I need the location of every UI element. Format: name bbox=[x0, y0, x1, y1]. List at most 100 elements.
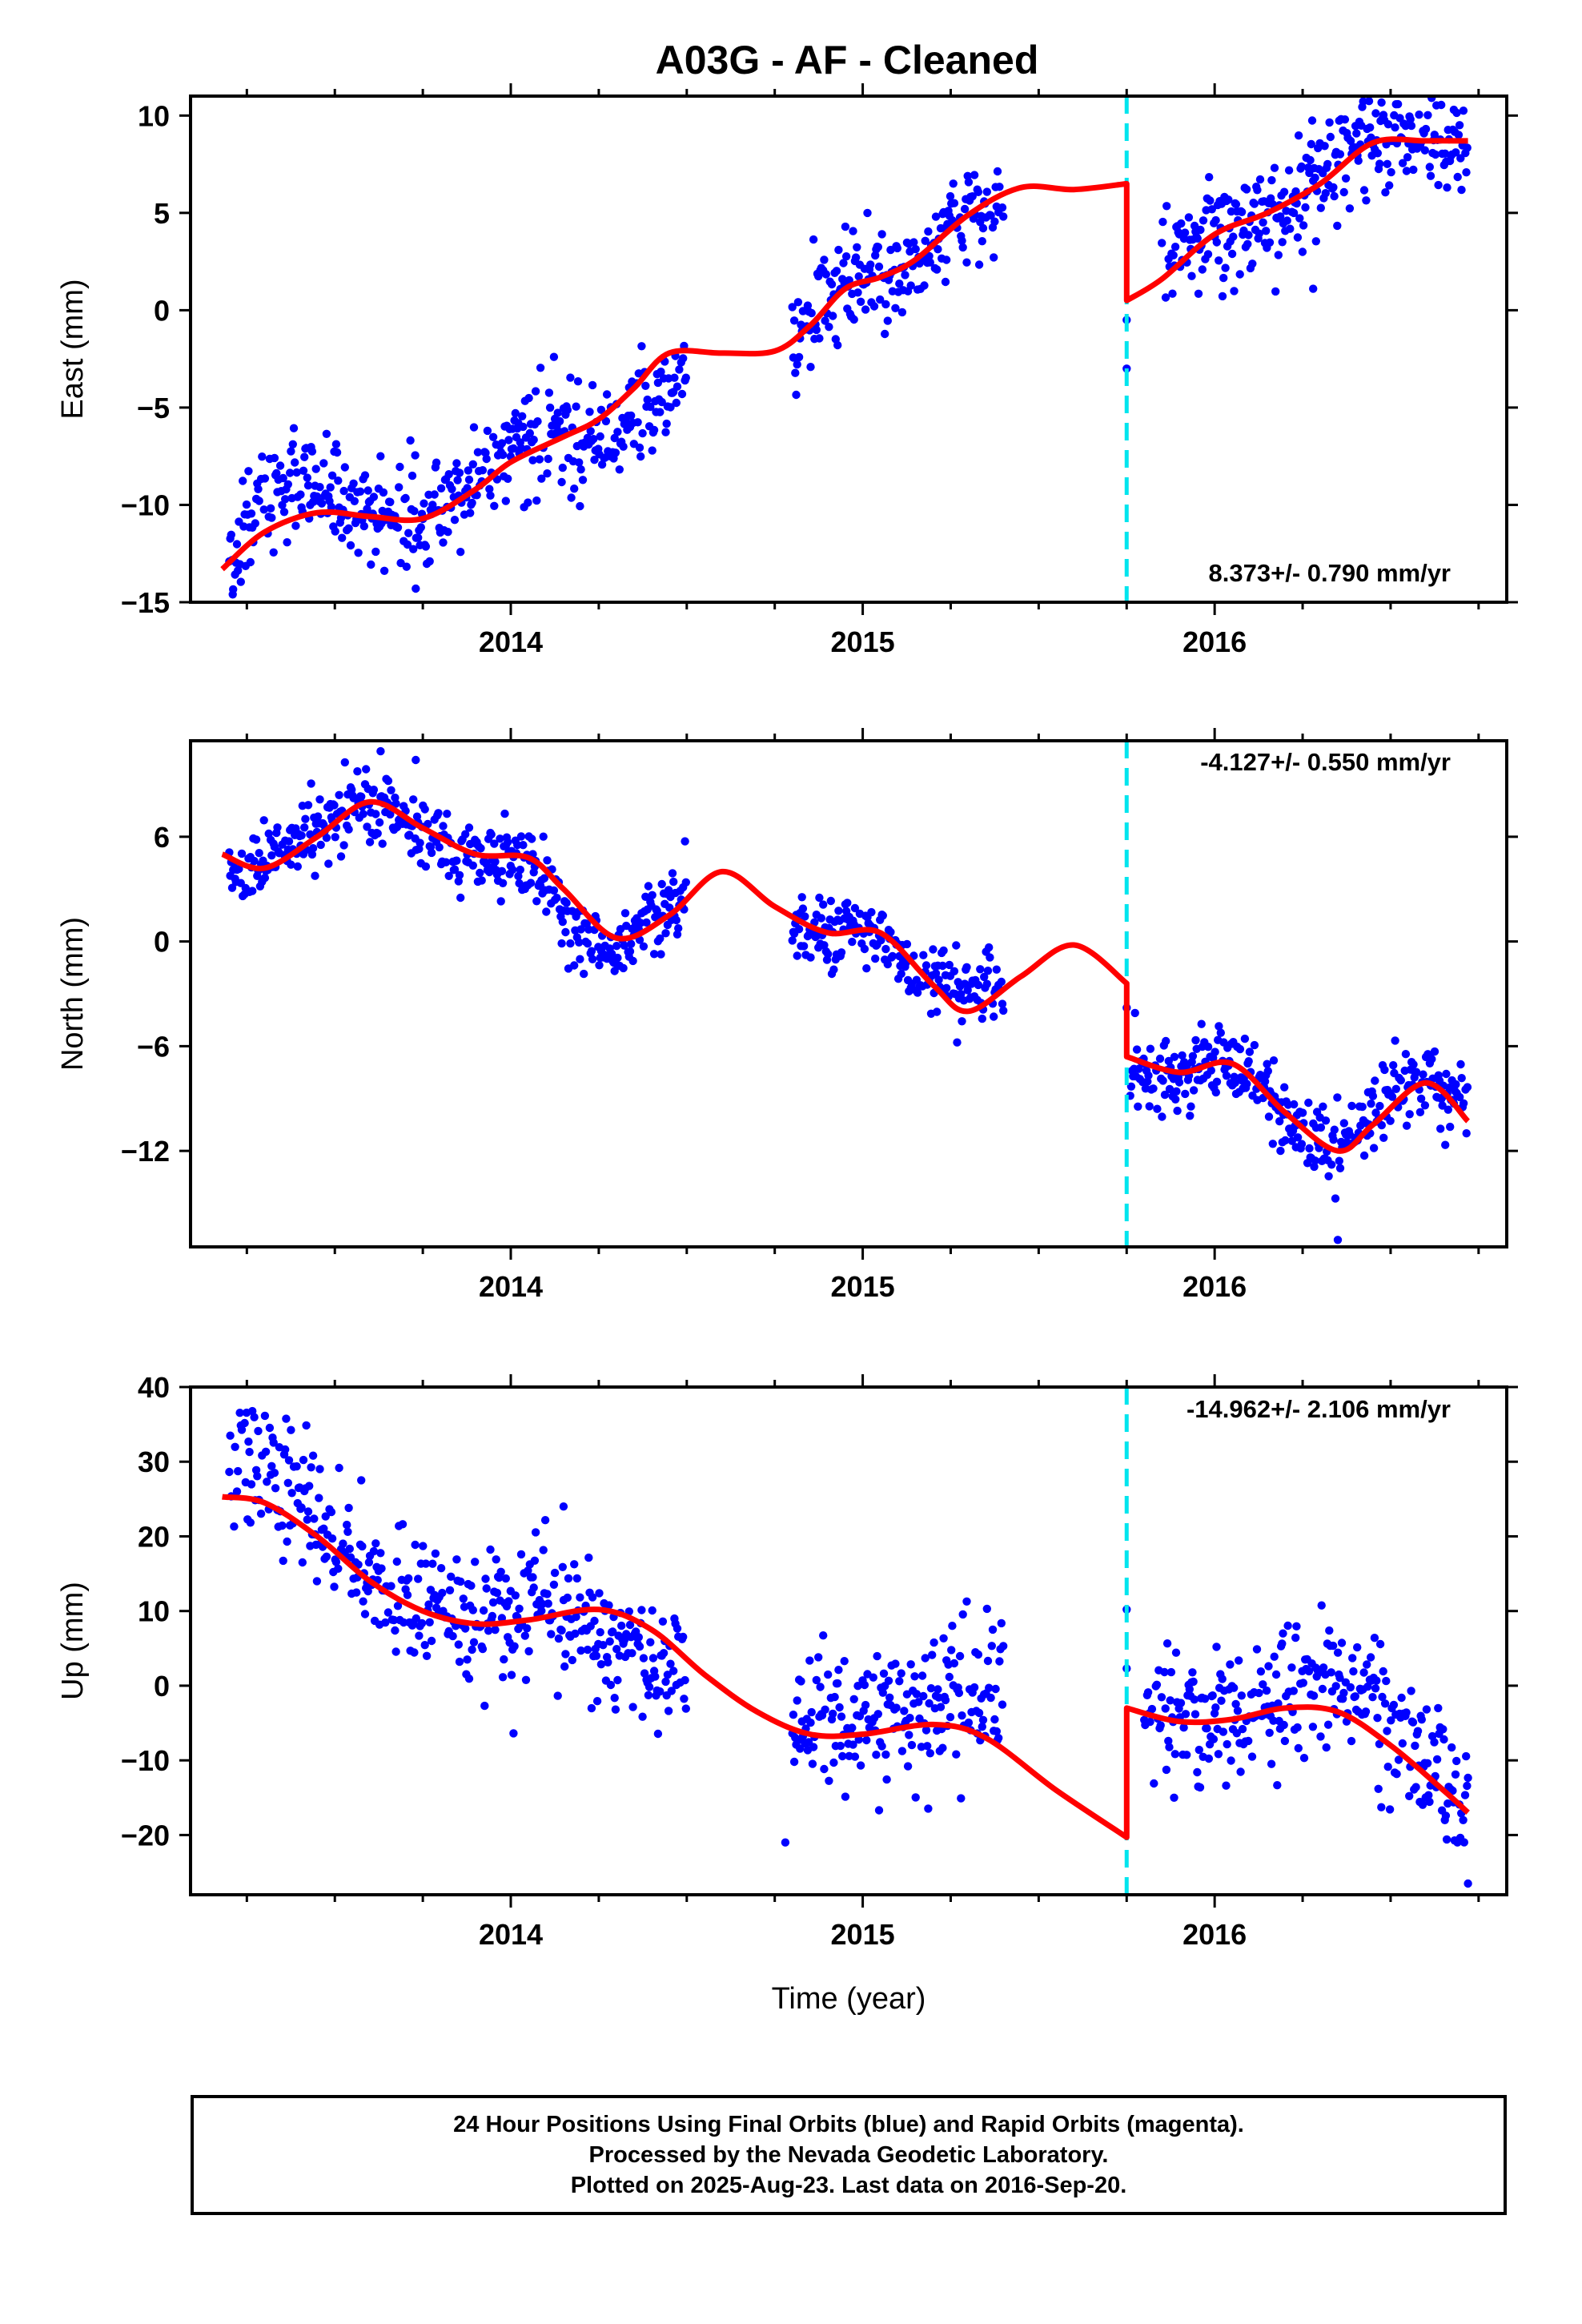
data-point bbox=[331, 440, 341, 448]
data-point bbox=[576, 925, 585, 934]
data-point bbox=[376, 746, 385, 756]
footer-box: 24 Hour Positions Using Final Orbits (bl… bbox=[191, 2095, 1507, 2215]
data-point bbox=[1265, 238, 1275, 247]
data-point bbox=[488, 1598, 498, 1607]
data-point bbox=[464, 466, 472, 475]
data-point bbox=[1134, 1102, 1142, 1112]
data-point bbox=[1223, 1739, 1231, 1749]
data-point bbox=[1317, 1601, 1326, 1610]
data-point bbox=[300, 823, 309, 832]
data-point bbox=[952, 941, 961, 950]
data-point bbox=[992, 1727, 1002, 1736]
x-tick-label: 2014 bbox=[479, 1918, 543, 1951]
data-point bbox=[250, 1413, 259, 1421]
east-frame bbox=[189, 94, 1508, 604]
data-point bbox=[677, 389, 687, 399]
data-point bbox=[572, 1612, 580, 1622]
data-point bbox=[998, 999, 1007, 1008]
data-point bbox=[1212, 238, 1222, 247]
data-point bbox=[292, 468, 301, 477]
data-point bbox=[1146, 1044, 1155, 1053]
data-point bbox=[1178, 1051, 1186, 1060]
data-point bbox=[553, 408, 562, 417]
data-point bbox=[391, 1647, 400, 1656]
data-point bbox=[558, 917, 567, 927]
data-point bbox=[281, 1445, 290, 1454]
data-point bbox=[308, 844, 318, 853]
data-point bbox=[1452, 108, 1461, 118]
data-point bbox=[1197, 1019, 1206, 1028]
data-point bbox=[235, 1409, 244, 1417]
data-point bbox=[597, 460, 607, 469]
data-point bbox=[566, 939, 575, 948]
data-point bbox=[1416, 1094, 1426, 1104]
data-point bbox=[1322, 1743, 1331, 1752]
footer-line-2: Processed by the Nevada Geodetic Laborat… bbox=[588, 2142, 1109, 2168]
data-point bbox=[497, 866, 507, 876]
data-point bbox=[292, 1462, 301, 1471]
data-point bbox=[617, 1621, 626, 1630]
data-point bbox=[913, 988, 922, 997]
data-point bbox=[905, 1714, 914, 1723]
data-point bbox=[424, 1600, 433, 1609]
data-point bbox=[387, 1582, 396, 1590]
data-point bbox=[604, 1658, 612, 1667]
data-point bbox=[1155, 1054, 1165, 1063]
data-point bbox=[964, 1718, 974, 1727]
data-point bbox=[906, 1660, 915, 1669]
data-point bbox=[1383, 120, 1393, 129]
data-point bbox=[497, 439, 507, 448]
data-point bbox=[1363, 1660, 1371, 1669]
data-point bbox=[1224, 195, 1233, 204]
data-point bbox=[576, 955, 584, 963]
data-point bbox=[968, 192, 977, 201]
data-point bbox=[549, 1580, 559, 1590]
data-point bbox=[1270, 1652, 1279, 1661]
x-tick-label: 2015 bbox=[831, 1270, 895, 1303]
data-point bbox=[291, 458, 299, 467]
data-point bbox=[1212, 1077, 1222, 1087]
data-point bbox=[921, 1726, 931, 1735]
data-point bbox=[612, 942, 621, 951]
data-point bbox=[464, 475, 474, 485]
data-point bbox=[1358, 1102, 1367, 1112]
data-point bbox=[438, 1588, 447, 1598]
data-point bbox=[379, 488, 388, 497]
data-point bbox=[1278, 1639, 1287, 1648]
data-point bbox=[1437, 100, 1446, 110]
data-point bbox=[982, 1604, 992, 1614]
data-point bbox=[949, 179, 958, 188]
data-point bbox=[941, 277, 950, 287]
data-point bbox=[421, 542, 431, 551]
data-point bbox=[547, 1630, 556, 1638]
data-point bbox=[1259, 218, 1267, 227]
data-point bbox=[1366, 1653, 1375, 1662]
data-point bbox=[357, 792, 366, 801]
data-point bbox=[427, 1636, 436, 1646]
data-point bbox=[672, 915, 681, 925]
data-point bbox=[420, 499, 428, 508]
data-point bbox=[1305, 1144, 1314, 1153]
data-point bbox=[883, 959, 893, 969]
data-point bbox=[369, 1546, 379, 1556]
data-point bbox=[1184, 213, 1194, 222]
data-point bbox=[1436, 1124, 1445, 1133]
data-point bbox=[450, 516, 460, 525]
data-point bbox=[1153, 1104, 1162, 1113]
data-point bbox=[945, 1672, 954, 1682]
data-point bbox=[619, 442, 628, 451]
data-point bbox=[303, 481, 313, 490]
data-point bbox=[641, 381, 650, 390]
data-point bbox=[680, 1695, 689, 1703]
data-point bbox=[1188, 1668, 1197, 1677]
data-point bbox=[592, 1651, 601, 1660]
data-point bbox=[1335, 1164, 1345, 1173]
data-point bbox=[365, 838, 375, 846]
data-point bbox=[620, 941, 628, 950]
data-point bbox=[358, 1542, 367, 1551]
data-point bbox=[850, 903, 860, 913]
data-point bbox=[339, 1539, 347, 1548]
data-point bbox=[544, 454, 552, 464]
data-point bbox=[1309, 1691, 1319, 1700]
data-point bbox=[1289, 208, 1299, 218]
